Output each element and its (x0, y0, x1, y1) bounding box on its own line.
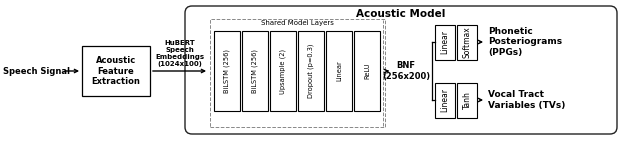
Text: Linear: Linear (441, 88, 449, 112)
Bar (298, 31, 324, 111)
FancyBboxPatch shape (185, 6, 617, 134)
Bar (457, 25, 477, 59)
Text: ReLU: ReLU (364, 63, 370, 79)
Bar (457, 83, 477, 117)
Text: Speech Signal: Speech Signal (3, 66, 70, 76)
Text: Acoustic Model: Acoustic Model (356, 9, 446, 19)
Text: BiLSTM (256): BiLSTM (256) (223, 49, 230, 93)
Text: BiLSTM (256): BiLSTM (256) (252, 49, 259, 93)
Text: Tanh: Tanh (463, 91, 471, 109)
Text: Softmax: Softmax (463, 26, 471, 58)
Text: Linear: Linear (336, 61, 342, 81)
Bar (435, 83, 455, 117)
Text: HuBERT
Speech
Embeddings
(1024x100): HuBERT Speech Embeddings (1024x100) (155, 40, 205, 67)
Text: Acoustic
Feature
Extraction: Acoustic Feature Extraction (91, 56, 140, 86)
Bar (270, 31, 296, 111)
Text: BNF
(256x200): BNF (256x200) (382, 61, 430, 81)
Text: Vocal Tract
Variables (TVs): Vocal Tract Variables (TVs) (488, 90, 565, 110)
Text: Phonetic
Posteriograms
(PPGs): Phonetic Posteriograms (PPGs) (488, 27, 562, 57)
Text: Upsample (2): Upsample (2) (280, 48, 286, 94)
Text: Linear: Linear (441, 30, 449, 54)
Bar (435, 25, 455, 59)
Bar (82, 46, 150, 96)
Bar (210, 19, 385, 127)
Bar (354, 31, 380, 111)
Text: Shared Model Layers: Shared Model Layers (261, 20, 334, 26)
Bar (326, 31, 352, 111)
Text: Dropout (p=0.3): Dropout (p=0.3) (308, 44, 314, 98)
Bar (242, 31, 268, 111)
Bar (214, 31, 240, 111)
